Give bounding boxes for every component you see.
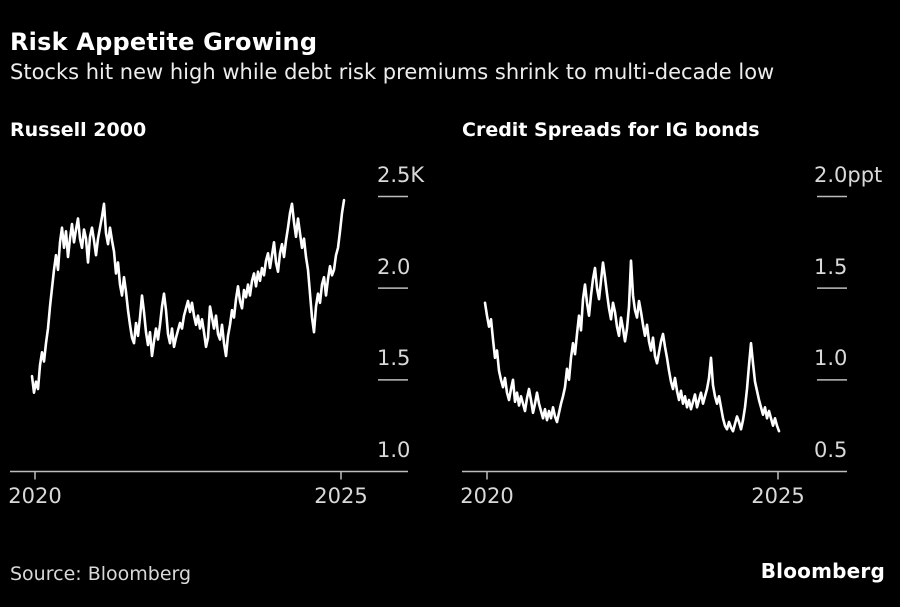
right-y-tick-label-0.5: 0.5 (814, 438, 848, 462)
left-chart-title: Russell 2000 (10, 119, 147, 141)
left-y-tick-label-1.0: 1.0 (377, 438, 411, 462)
series-line-0 (30, 198, 346, 395)
right-y-tick-label-1.0: 1.0 (814, 346, 848, 370)
left-x-tick-label-2025: 2025 (314, 484, 368, 508)
page-subtitle: Stocks hit new high while debt risk prem… (10, 60, 775, 84)
left-y-tick-label-2.0: 2.0 (377, 255, 411, 279)
chart-panel-1 (462, 195, 847, 480)
right-x-tick-label-2020: 2020 (460, 484, 514, 508)
left-x-tick-label-2020: 2020 (8, 484, 62, 508)
series-line-1 (483, 259, 781, 433)
left-y-tick-label-2.5k: 2.5K (377, 163, 425, 187)
left-y-tick-label-1.5: 1.5 (377, 346, 411, 370)
bloomberg-logo: Bloomberg (760, 559, 885, 583)
chart-panel-0 (10, 195, 408, 480)
source-note: Source: Bloomberg (10, 563, 192, 585)
right-x-tick-label-2025: 2025 (751, 484, 805, 508)
page-title: Risk Appetite Growing (10, 28, 318, 56)
right-y-tick-label-2.0ppt: 2.0ppt (814, 163, 883, 187)
right-chart-title: Credit Spreads for IG bonds (462, 119, 760, 141)
right-y-tick-label-1.5: 1.5 (814, 255, 848, 279)
